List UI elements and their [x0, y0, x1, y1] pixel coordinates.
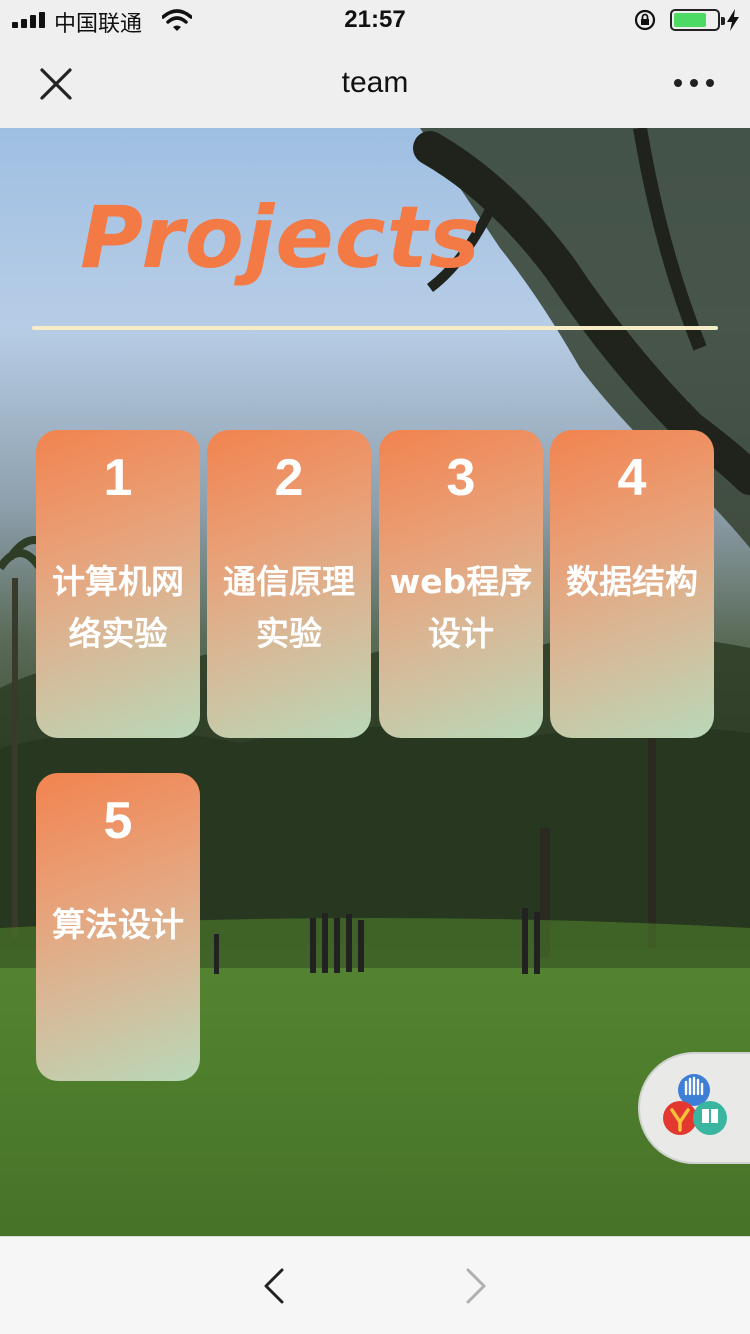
- project-label: 算法设计: [52, 905, 184, 944]
- project-label: 通信原理实验: [223, 562, 355, 653]
- charging-icon: [727, 9, 739, 31]
- projects-heading: Projects: [80, 188, 481, 288]
- nav-header: team: [0, 40, 750, 128]
- project-label: web程序设计: [389, 562, 533, 653]
- project-number: 2: [274, 449, 304, 507]
- project-card-2[interactable]: 2 通信原理实验: [207, 430, 371, 738]
- app-logo-icon: [663, 1074, 727, 1135]
- battery-icon: [670, 9, 725, 31]
- project-number: 1: [103, 449, 133, 507]
- project-number: 4: [617, 449, 647, 507]
- status-bar: 中国联通 21:57: [0, 0, 750, 40]
- project-number: 5: [103, 792, 133, 850]
- project-number: 3: [446, 449, 476, 507]
- clock-time: 21:57: [344, 6, 406, 33]
- more-icon[interactable]: [672, 76, 716, 90]
- carrier-name: 中国联通: [54, 12, 143, 37]
- page-title: team: [341, 66, 409, 99]
- project-card-5[interactable]: 5 算法设计: [36, 773, 200, 1081]
- chevron-right-icon[interactable]: [464, 1267, 488, 1305]
- signal-icon: [12, 12, 46, 28]
- wifi-icon: [162, 9, 192, 31]
- project-card-1[interactable]: 1 计算机网络实验: [36, 430, 200, 738]
- project-label: 数据结构: [566, 562, 698, 601]
- project-card-4[interactable]: 4 数据结构: [550, 430, 714, 738]
- chevron-left-icon[interactable]: [262, 1267, 286, 1305]
- bottom-toolbar: [0, 1236, 750, 1334]
- project-label: 计算机网络实验: [52, 562, 184, 653]
- title-divider: [32, 326, 718, 330]
- rotation-lock-icon: [634, 9, 656, 31]
- close-icon[interactable]: [36, 64, 76, 104]
- floating-app-widget[interactable]: [638, 1052, 750, 1164]
- project-card-3[interactable]: 3 web程序设计: [379, 430, 543, 738]
- background-scene: Projects 1 计算机网络实验 2 通信原理实验 3 web程序设计 4 …: [0, 128, 750, 1236]
